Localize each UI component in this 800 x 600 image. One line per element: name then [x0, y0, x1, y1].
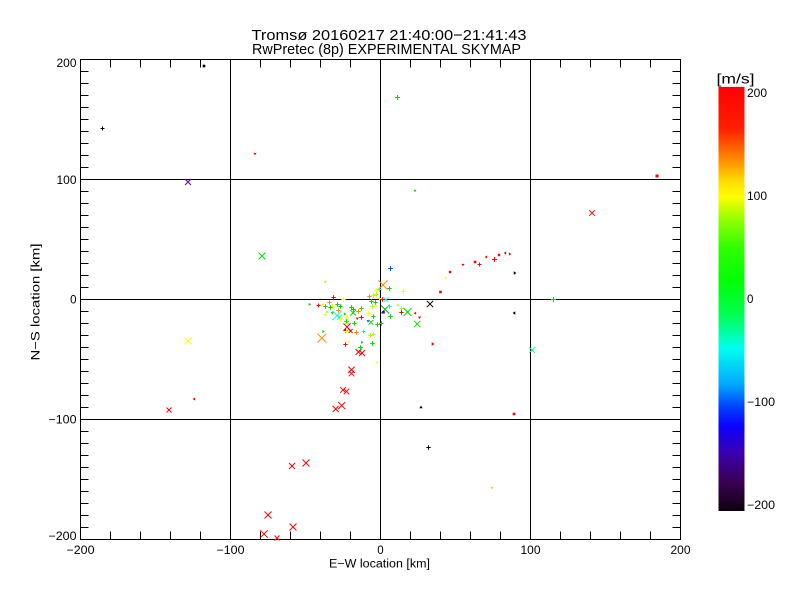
svg-text:N−S location [km]: N−S location [km]	[31, 244, 43, 361]
svg-text:−100: −100	[217, 545, 245, 557]
svg-text:100: 100	[57, 175, 77, 187]
svg-text:200: 200	[671, 545, 691, 557]
svg-text:−200: −200	[747, 500, 775, 512]
svg-text:[m/s]: [m/s]	[717, 71, 755, 87]
svg-text:100: 100	[747, 191, 767, 203]
svg-text:100: 100	[521, 545, 541, 557]
svg-text:0: 0	[377, 545, 383, 557]
svg-text:−100: −100	[49, 415, 77, 427]
svg-text:−200: −200	[67, 545, 95, 557]
svg-text:RwPretec (8p) EXPERIMENTAL SKY: RwPretec (8p) EXPERIMENTAL SKYMAP	[252, 41, 521, 58]
svg-text:−200: −200	[49, 531, 77, 543]
svg-text:0: 0	[70, 294, 76, 306]
svg-text:200: 200	[57, 58, 77, 70]
svg-text:E−W location [km]: E−W location [km]	[329, 559, 430, 571]
svg-text:Tromsø 20160217 21:40:00−21:41: Tromsø 20160217 21:40:00−21:41:43	[252, 27, 527, 44]
svg-text:0: 0	[747, 294, 753, 306]
svg-text:−100: −100	[747, 397, 775, 409]
svg-text:200: 200	[747, 88, 767, 100]
